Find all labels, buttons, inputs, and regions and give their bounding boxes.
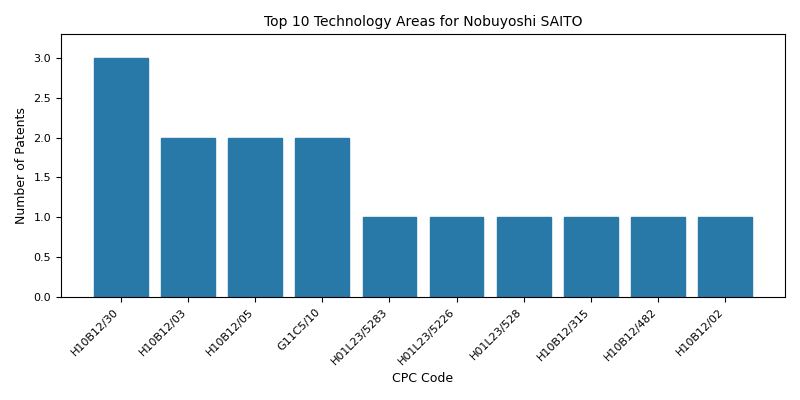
Bar	[228, 138, 282, 297]
Y-axis label: Number of Patents: Number of Patents	[15, 107, 28, 224]
Bar	[698, 217, 752, 297]
Bar	[564, 217, 618, 297]
Bar	[362, 217, 416, 297]
Title: Top 10 Technology Areas for Nobuyoshi SAITO: Top 10 Technology Areas for Nobuyoshi SA…	[264, 15, 582, 29]
X-axis label: CPC Code: CPC Code	[393, 372, 454, 385]
Bar	[94, 58, 148, 297]
Bar	[631, 217, 685, 297]
Bar	[161, 138, 215, 297]
Bar	[295, 138, 349, 297]
Bar	[430, 217, 483, 297]
Bar	[497, 217, 550, 297]
